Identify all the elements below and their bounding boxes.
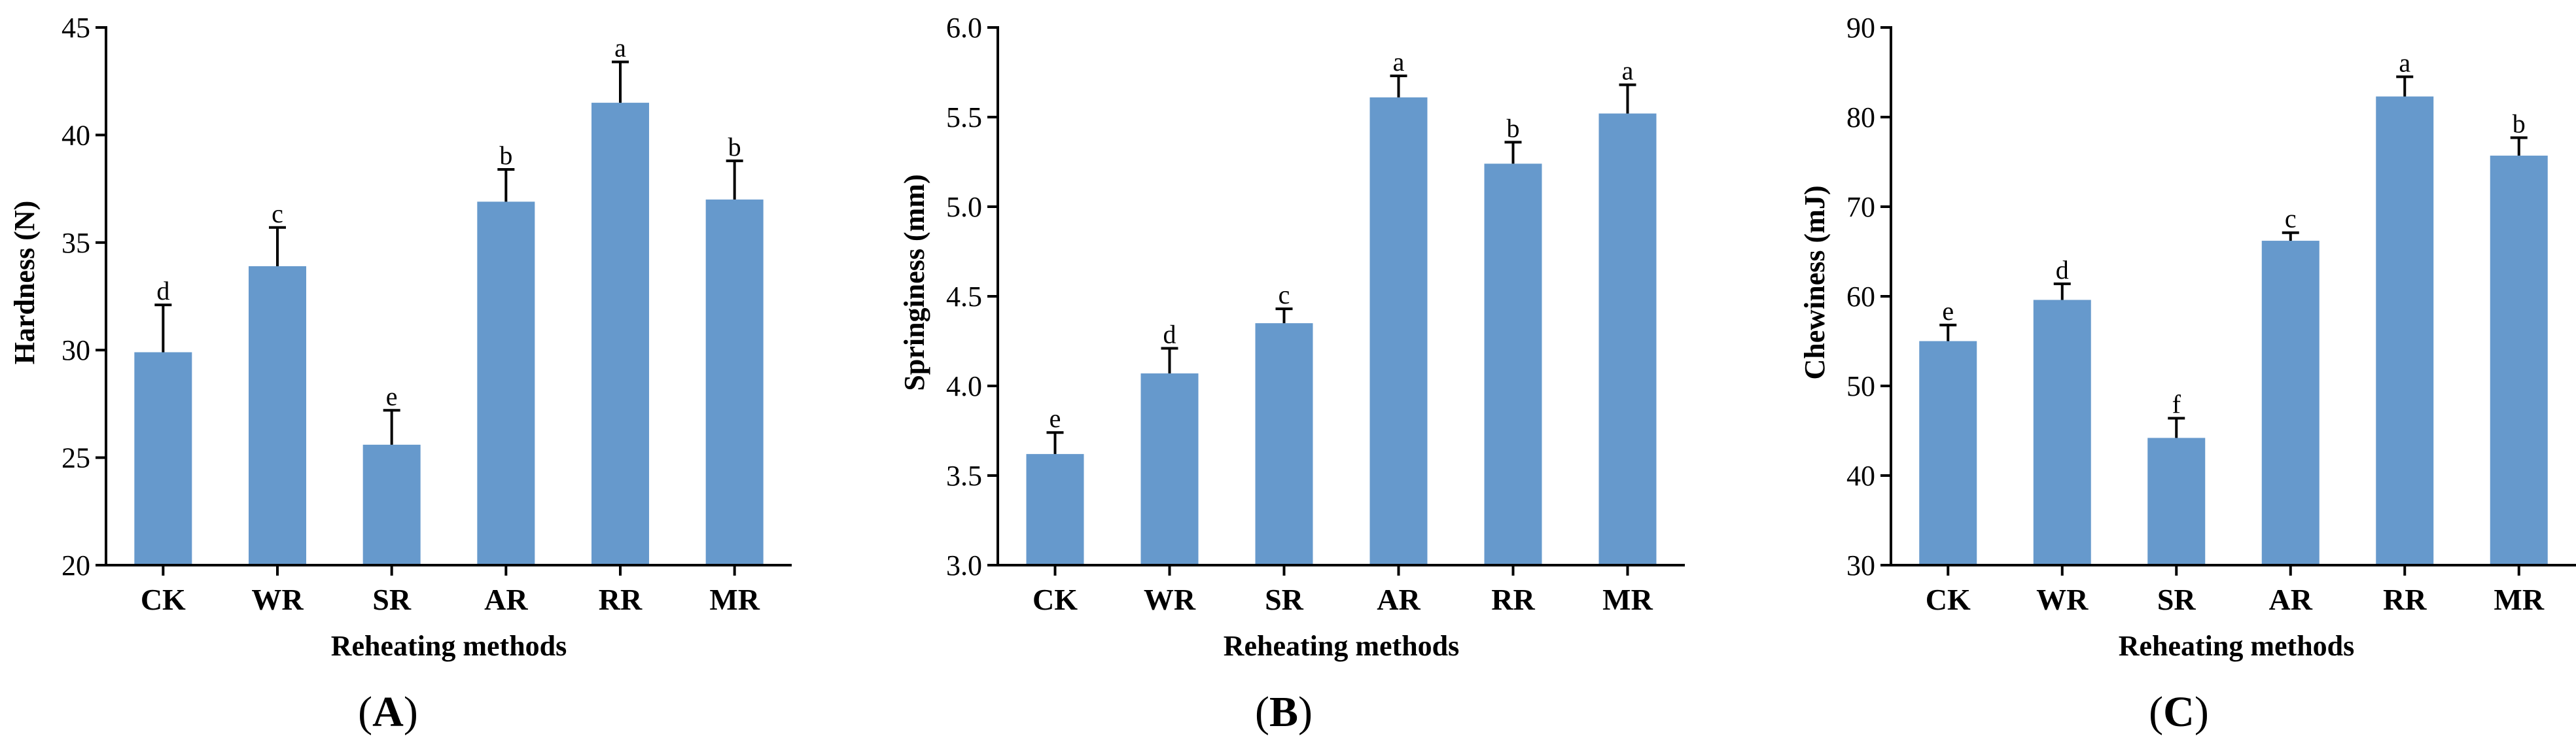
panel-b-significance-letter-rr: b bbox=[1507, 113, 1520, 143]
panel-c-category-label-mr: MR bbox=[2494, 583, 2544, 616]
panel-b-significance-letter-sr: c bbox=[1279, 280, 1290, 309]
panel-a-bar-rr bbox=[591, 103, 649, 565]
panel-c-category-label-rr: RR bbox=[2383, 583, 2427, 616]
panel-b-bar-ck bbox=[1026, 454, 1084, 565]
panel-b-chart: Springiness (mm) Reheating methods (B) e… bbox=[898, 12, 1685, 736]
panel-b-significance-letter-mr: a bbox=[1622, 56, 1634, 86]
panel-a-bar-wr bbox=[249, 266, 306, 565]
panel-a-significance-letter-mr: b bbox=[728, 132, 741, 162]
panel-a-category-label-wr: WR bbox=[251, 583, 304, 616]
panel-c-significance-letter-ck: e bbox=[1942, 296, 1954, 326]
panel-b-bar-sr bbox=[1255, 323, 1313, 565]
panel-c-bar-ar bbox=[2261, 241, 2320, 565]
panel-a-chart: Hardness (N) Reheating methods (A) d c e b a… bbox=[9, 12, 792, 736]
panel-a-y-tick-label: 35 bbox=[62, 227, 90, 259]
panel-c-significance-letter-mr: b bbox=[2513, 109, 2526, 139]
panel-c-category-label-wr: WR bbox=[2036, 583, 2089, 616]
panel-a-y-tick-label: 20 bbox=[62, 549, 90, 582]
panel-a-label: (A) bbox=[358, 688, 418, 736]
panel-b-y-tick-label: 4.5 bbox=[946, 281, 982, 313]
panel-b-significance-letter-ar: a bbox=[1393, 47, 1405, 77]
panel-c-x-axis-title: Reheating methods bbox=[2119, 630, 2355, 662]
panel-a-significance-letter-rr: a bbox=[614, 33, 626, 63]
panel-a-category-label-mr: MR bbox=[709, 583, 760, 616]
panel-c-significance-letter-wr: d bbox=[2056, 255, 2069, 285]
panel-c-y-tick-label: 40 bbox=[1846, 460, 1875, 492]
panel-c-bar-wr bbox=[2033, 300, 2091, 565]
panel-b-bar-ar bbox=[1369, 97, 1428, 566]
panel-a-x-axis-title: Reheating methods bbox=[331, 630, 567, 662]
panel-b-significance-letter-wr: d bbox=[1163, 319, 1176, 349]
panel-c-y-axis-title: Chewiness (mJ) bbox=[1799, 186, 1831, 380]
panel-a-significance-letter-ar: b bbox=[499, 141, 512, 170]
panel-a-y-tick-label: 25 bbox=[62, 442, 90, 474]
panel-c-bar-ck bbox=[1919, 341, 1977, 565]
panel-b-category-label-mr: MR bbox=[1602, 583, 1653, 616]
panel-b-y-tick-label: 3.5 bbox=[946, 460, 982, 492]
panel-c-y-tick-label: 30 bbox=[1846, 549, 1875, 582]
panel-a-category-label-ar: AR bbox=[484, 583, 528, 616]
panel-b-x-axis-title: Reheating methods bbox=[1224, 630, 1460, 662]
panel-b-significance-letter-ck: e bbox=[1050, 404, 1061, 433]
panel-b-category-label-ar: AR bbox=[1377, 583, 1420, 616]
panel-a-bar-mr bbox=[705, 200, 764, 565]
panel-a-bar-ck bbox=[134, 352, 192, 565]
panel-c-chart: Chewiness (mJ) Reheating methods (C) e d f… bbox=[1799, 12, 2576, 736]
panel-c-y-tick-label: 50 bbox=[1846, 370, 1875, 402]
panel-b-y-tick-label: 4.0 bbox=[946, 370, 982, 402]
panel-c-bar-rr bbox=[2376, 96, 2434, 566]
panel-a-y-tick-label: 45 bbox=[62, 12, 90, 44]
panel-c-y-tick-label: 70 bbox=[1846, 191, 1875, 223]
panel-b-bar-wr bbox=[1140, 373, 1199, 565]
panel-a-bar-sr bbox=[362, 444, 421, 565]
panel-b-y-tick-label: 5.0 bbox=[946, 191, 982, 223]
panel-c-significance-letter-ar: c bbox=[2285, 204, 2297, 234]
panel-a-category-label-ck: CK bbox=[141, 583, 186, 616]
panel-c-category-label-sr: SR bbox=[2157, 583, 2197, 616]
panel-c-significance-letter-sr: f bbox=[2172, 389, 2181, 419]
panel-b-y-tick-label: 6.0 bbox=[946, 12, 982, 44]
panel-b-category-label-sr: SR bbox=[1265, 583, 1304, 616]
panel-a-category-label-rr: RR bbox=[599, 583, 643, 616]
panel-b-y-axis-title: Springiness (mm) bbox=[898, 174, 930, 391]
panel-a-y-tick-label: 40 bbox=[62, 119, 90, 151]
panel-a-significance-letter-ck: d bbox=[156, 276, 169, 305]
panel-b-y-tick-label: 5.5 bbox=[946, 101, 982, 133]
panel-a-significance-letter-sr: e bbox=[386, 381, 398, 411]
panel-b-category-label-rr: RR bbox=[1491, 583, 1535, 616]
panel-b-bar-mr bbox=[1598, 113, 1657, 565]
panel-a-y-axis-title: Hardness (N) bbox=[9, 201, 41, 365]
panel-a-y-tick-label: 30 bbox=[62, 334, 90, 366]
panel-c-bar-mr bbox=[2490, 155, 2548, 565]
panel-c-category-label-ar: AR bbox=[2269, 583, 2313, 616]
panel-a-category-label-sr: SR bbox=[372, 583, 412, 616]
panel-b-category-label-wr: WR bbox=[1144, 583, 1196, 616]
panel-c-label: (C) bbox=[2149, 688, 2209, 736]
panel-c-category-label-ck: CK bbox=[1926, 583, 1971, 616]
panel-b-y-tick-label: 3.0 bbox=[946, 549, 982, 582]
panel-b-category-label-ck: CK bbox=[1032, 583, 1078, 616]
panel-a-significance-letter-wr: c bbox=[272, 199, 283, 228]
panel-c-y-tick-label: 90 bbox=[1846, 12, 1875, 44]
panel-b-bar-rr bbox=[1484, 164, 1542, 566]
panel-c-significance-letter-rr: a bbox=[2399, 48, 2410, 77]
panel-c-y-tick-label: 60 bbox=[1846, 281, 1875, 313]
panel-c-y-tick-label: 80 bbox=[1846, 101, 1875, 133]
panel-b-label: (B) bbox=[1255, 688, 1313, 736]
panel-a-bar-ar bbox=[477, 201, 535, 565]
panel-c-bar-sr bbox=[2147, 438, 2206, 565]
